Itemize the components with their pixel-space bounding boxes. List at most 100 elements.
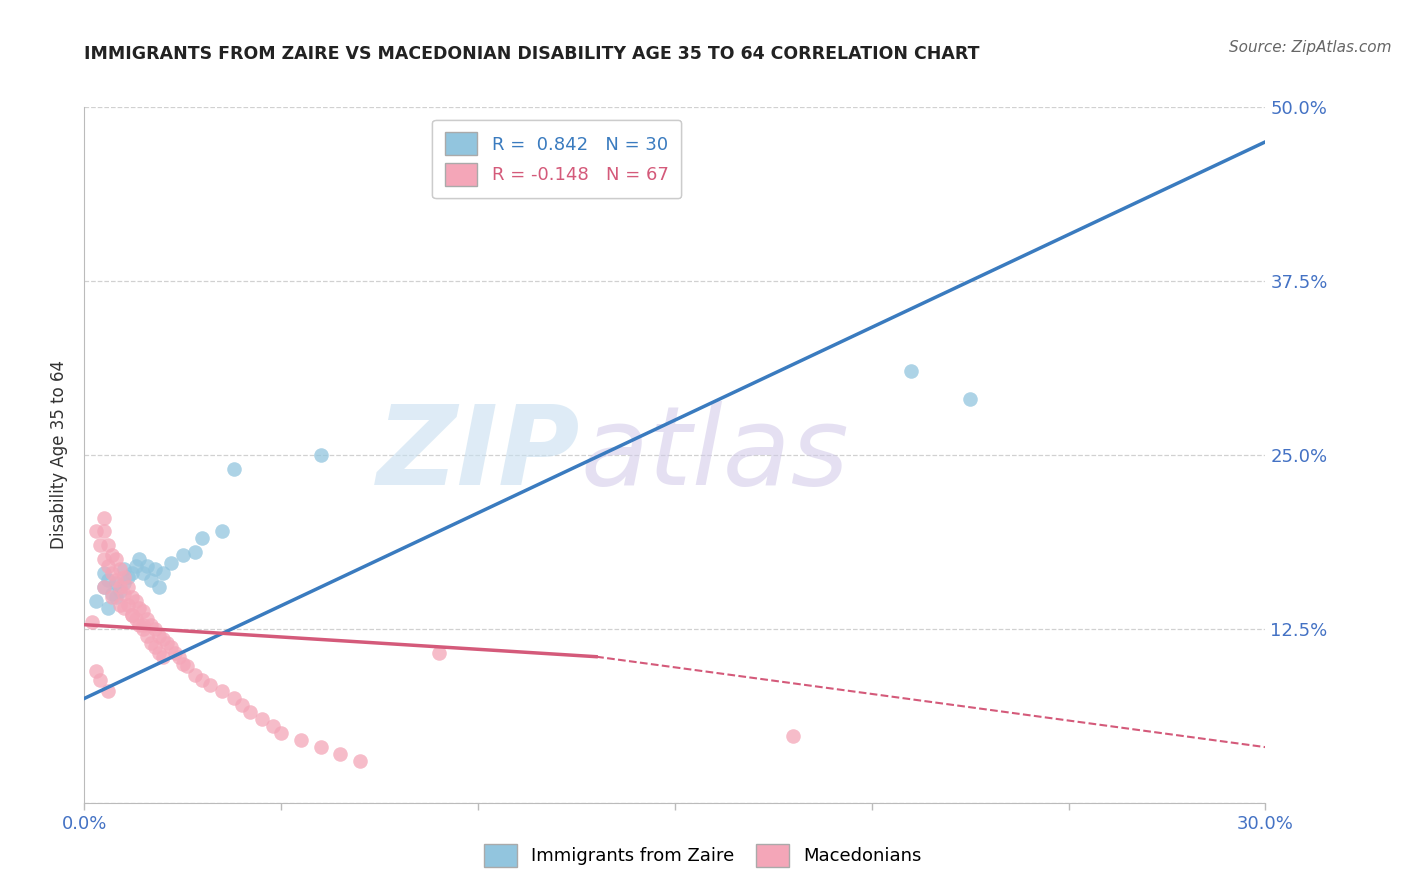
Text: Source: ZipAtlas.com: Source: ZipAtlas.com	[1229, 40, 1392, 55]
Point	[250, 712, 273, 726]
Point	[112, 576, 135, 591]
Point	[97, 559, 120, 574]
Point	[97, 601, 120, 615]
Point	[156, 636, 179, 650]
Point	[121, 566, 143, 581]
Point	[160, 557, 183, 571]
Point	[117, 580, 139, 594]
Point	[112, 570, 135, 584]
Point	[231, 698, 253, 713]
Point	[172, 548, 194, 562]
Point	[290, 733, 312, 747]
Legend: Immigrants from Zaire, Macedonians: Immigrants from Zaire, Macedonians	[477, 837, 929, 874]
Point	[121, 590, 143, 604]
Point	[128, 601, 150, 615]
Point	[211, 524, 233, 539]
Point	[200, 677, 222, 691]
Point	[97, 573, 120, 587]
Point	[183, 667, 205, 681]
Point	[121, 607, 143, 622]
Legend: R =  0.842   N = 30, R = -0.148   N = 67: R = 0.842 N = 30, R = -0.148 N = 67	[432, 120, 682, 198]
Point	[117, 598, 139, 612]
Y-axis label: Disability Age 35 to 64: Disability Age 35 to 64	[51, 360, 69, 549]
Point	[112, 601, 135, 615]
Text: atlas: atlas	[581, 401, 849, 508]
Point	[84, 594, 107, 608]
Point	[132, 566, 155, 581]
Point	[101, 590, 124, 604]
Text: ZIP: ZIP	[377, 401, 581, 508]
Point	[108, 562, 131, 576]
Point	[148, 580, 170, 594]
Point	[128, 552, 150, 566]
Point	[191, 532, 214, 546]
Point	[108, 580, 131, 594]
Point	[136, 629, 159, 643]
Point	[93, 580, 115, 594]
Point	[89, 538, 111, 552]
Point	[124, 559, 146, 574]
Point	[183, 545, 205, 559]
Point	[128, 617, 150, 632]
Point	[101, 566, 124, 581]
Point	[143, 640, 166, 654]
Point	[93, 580, 115, 594]
Point	[152, 566, 174, 581]
Point	[104, 590, 127, 604]
Point	[104, 576, 127, 591]
Point	[104, 573, 127, 587]
Point	[222, 691, 245, 706]
Point	[349, 754, 371, 768]
Point	[141, 636, 163, 650]
Point	[117, 570, 139, 584]
Point	[132, 622, 155, 636]
Point	[163, 646, 186, 660]
Point	[211, 684, 233, 698]
Point	[160, 640, 183, 654]
Point	[262, 719, 284, 733]
Point	[84, 524, 107, 539]
Point	[427, 646, 450, 660]
Point	[152, 649, 174, 664]
Point	[121, 607, 143, 622]
Point	[959, 392, 981, 407]
Point	[176, 659, 198, 673]
Point	[97, 538, 120, 552]
Point	[97, 684, 120, 698]
Point	[136, 612, 159, 626]
Point	[108, 584, 131, 599]
Point	[782, 729, 804, 743]
Point	[239, 706, 262, 720]
Point	[152, 632, 174, 646]
Point	[148, 629, 170, 643]
Point	[141, 617, 163, 632]
Point	[89, 673, 111, 688]
Point	[143, 562, 166, 576]
Point	[270, 726, 292, 740]
Point	[82, 615, 104, 629]
Text: IMMIGRANTS FROM ZAIRE VS MACEDONIAN DISABILITY AGE 35 TO 64 CORRELATION CHART: IMMIGRANTS FROM ZAIRE VS MACEDONIAN DISA…	[84, 45, 980, 62]
Point	[143, 622, 166, 636]
Point	[136, 559, 159, 574]
Point	[93, 566, 115, 581]
Point	[124, 594, 146, 608]
Point	[112, 562, 135, 576]
Point	[124, 612, 146, 626]
Point	[167, 649, 190, 664]
Point	[329, 747, 352, 761]
Point	[112, 587, 135, 601]
Point	[172, 657, 194, 671]
Point	[101, 548, 124, 562]
Point	[309, 448, 332, 462]
Point	[191, 673, 214, 688]
Point	[222, 462, 245, 476]
Point	[132, 617, 155, 632]
Point	[900, 364, 922, 378]
Point	[104, 552, 127, 566]
Point	[101, 587, 124, 601]
Point	[141, 573, 163, 587]
Point	[108, 598, 131, 612]
Point	[93, 510, 115, 524]
Point	[84, 664, 107, 678]
Point	[132, 604, 155, 618]
